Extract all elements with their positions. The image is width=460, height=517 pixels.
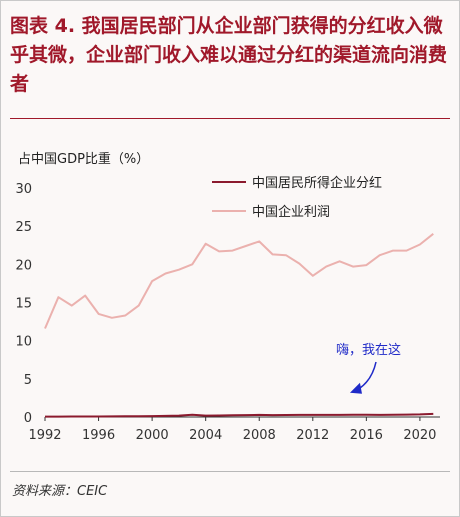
annotation-arrow-line bbox=[358, 361, 377, 390]
page-title: 图表 4. 我国居民部门从企业部门获得的分红收入微乎其微，企业部门收入难以通过分… bbox=[10, 15, 448, 95]
y-tick-label: 30 bbox=[15, 182, 32, 197]
y-axis-label: 占中国GDP比重（%） bbox=[18, 151, 149, 167]
x-tick-label: 2008 bbox=[243, 428, 276, 443]
line-chart: 占中国GDP比重（%） 0 5 10 15 20 25 30 1992 1996 2000 2004 2… bbox=[15, 151, 440, 443]
x-tick-label: 2004 bbox=[189, 428, 222, 443]
source-note: 资料来源：CEIC bbox=[12, 484, 108, 499]
annotation-label: 嗨，我在这 bbox=[336, 342, 401, 358]
y-tick-label: 10 bbox=[15, 335, 32, 350]
annotation-arrow-head bbox=[349, 382, 362, 394]
x-tick-label: 2000 bbox=[136, 428, 169, 443]
x-tick-label: 2020 bbox=[403, 428, 436, 443]
y-tick-label: 15 bbox=[15, 297, 32, 312]
series-group bbox=[44, 233, 434, 418]
x-tick-label: 2012 bbox=[296, 428, 329, 443]
footer-divider bbox=[10, 471, 450, 472]
annotation-group: 嗨，我在这 bbox=[336, 342, 401, 394]
axes-group: 占中国GDP比重（%） 0 5 10 15 20 25 30 1992 1996 2000 2004 2… bbox=[15, 151, 440, 443]
legend-label: 中国企业利润 bbox=[252, 204, 330, 220]
series-line-corporate-profit bbox=[44, 233, 434, 329]
y-tick-label: 0 bbox=[24, 411, 32, 426]
title-divider bbox=[10, 118, 450, 119]
y-tick-label: 5 bbox=[24, 373, 32, 388]
series-line-household-dividends bbox=[45, 412, 434, 418]
x-tick-label: 1992 bbox=[28, 428, 61, 443]
x-tick-label: 1996 bbox=[82, 428, 115, 443]
y-tick-label: 20 bbox=[15, 258, 32, 273]
legend-label: 中国居民所得企业分红 bbox=[252, 175, 382, 191]
x-tick-label: 2016 bbox=[350, 428, 383, 443]
y-tick-label: 25 bbox=[15, 220, 32, 235]
